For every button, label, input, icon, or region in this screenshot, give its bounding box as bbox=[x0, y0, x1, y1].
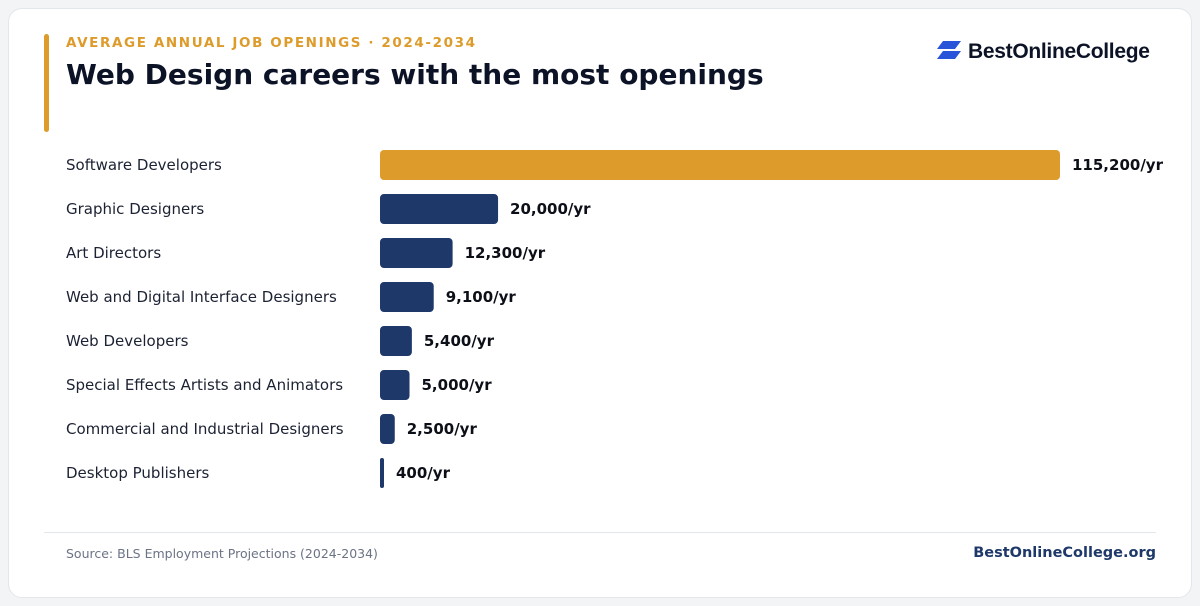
bar-special-effects-artists-and-animators bbox=[380, 370, 410, 400]
category-label: Web Developers bbox=[66, 332, 189, 350]
source-note: Source: BLS Employment Projections (2024… bbox=[66, 546, 378, 561]
value-label: 12,300/yr bbox=[465, 244, 546, 262]
bar-desktop-publishers bbox=[380, 458, 384, 488]
bar-art-directors bbox=[380, 238, 453, 268]
value-label: 9,100/yr bbox=[446, 288, 517, 306]
bestonlinecollege-logo-icon bbox=[936, 41, 961, 63]
category-label: Web and Digital Interface Designers bbox=[66, 288, 337, 306]
bar-commercial-and-industrial-designers bbox=[380, 414, 395, 444]
chart-card bbox=[8, 8, 1192, 598]
accent-bar bbox=[44, 34, 49, 132]
value-label: 400/yr bbox=[396, 464, 451, 482]
value-label: 2,500/yr bbox=[407, 420, 478, 438]
bar-web-and-digital-interface-designers bbox=[380, 282, 434, 312]
bar-software-developers bbox=[380, 150, 1060, 180]
brand-logo[interactable]: BestOnlineCollege bbox=[936, 40, 1150, 64]
chart-title: Web Design careers with the most opening… bbox=[66, 58, 764, 91]
bar-web-developers bbox=[380, 326, 412, 356]
category-label: Art Directors bbox=[66, 244, 161, 262]
category-label: Special Effects Artists and Animators bbox=[66, 376, 343, 394]
category-label: Desktop Publishers bbox=[66, 464, 209, 482]
chart-kicker: AVERAGE ANNUAL JOB OPENINGS · 2024-2034 bbox=[66, 35, 477, 51]
category-label: Software Developers bbox=[66, 156, 222, 174]
site-link[interactable]: BestOnlineCollege.org bbox=[973, 545, 1156, 561]
footer-divider bbox=[44, 532, 1156, 533]
logo-text: BestOnlineCollege bbox=[968, 40, 1150, 63]
value-label: 115,200/yr bbox=[1072, 156, 1164, 174]
bar-graphic-designers bbox=[380, 194, 499, 224]
category-label: Graphic Designers bbox=[66, 200, 204, 218]
value-label: 20,000/yr bbox=[510, 200, 591, 218]
value-label: 5,000/yr bbox=[422, 376, 493, 394]
category-label: Commercial and Industrial Designers bbox=[66, 420, 344, 438]
value-label: 5,400/yr bbox=[424, 332, 495, 350]
